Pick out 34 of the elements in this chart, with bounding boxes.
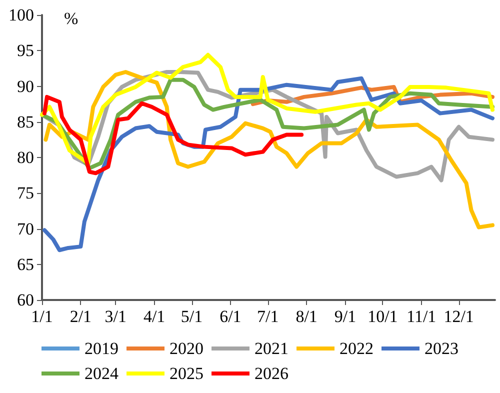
x-tick-label: 2/1 (70, 307, 92, 326)
legend-label: 2023 (424, 339, 458, 358)
x-tick-label: 12/1 (444, 307, 474, 326)
legend-label: 2021 (254, 339, 288, 358)
x-tick-label: 10/1 (368, 307, 398, 326)
line-series (44, 70, 495, 230)
legend-label: 2022 (340, 339, 374, 358)
y-tick-label: 65 (17, 254, 34, 274)
x-tick-label: 3/1 (104, 307, 126, 326)
legend-label: 2020 (170, 339, 204, 358)
x-tick-label: 6/1 (220, 307, 242, 326)
legend-label: 2025 (170, 364, 204, 383)
x-tick-label: 7/1 (257, 307, 279, 326)
y-tick-label: 75 (17, 184, 34, 203)
x-tick-label: 5/1 (180, 307, 203, 326)
legend-label: 2019 (84, 339, 118, 358)
x-tick-label: 8/1 (296, 307, 318, 326)
legend-label: 2024 (84, 364, 119, 383)
x-tick-label: 9/1 (334, 307, 356, 326)
line-series (40, 78, 495, 170)
y-tick-label: 70 (17, 219, 34, 238)
legend-label: 2026 (254, 364, 288, 383)
y-tick-label: 90 (17, 76, 34, 96)
y-tick-label: 95 (17, 41, 34, 60)
y-axis-title: % (64, 9, 78, 28)
x-tick-label: 4/1 (143, 307, 166, 326)
y-tick-label: 80 (17, 148, 34, 167)
y-tick-label: 60 (17, 290, 34, 310)
y-tick-label: 100 (8, 6, 34, 24)
line-series (42, 94, 304, 176)
x-tick-label: 1/1 (31, 307, 53, 326)
x-tick-label: 11/1 (406, 307, 436, 326)
y-tick-label: 85 (17, 112, 34, 132)
line-series (40, 52, 495, 166)
